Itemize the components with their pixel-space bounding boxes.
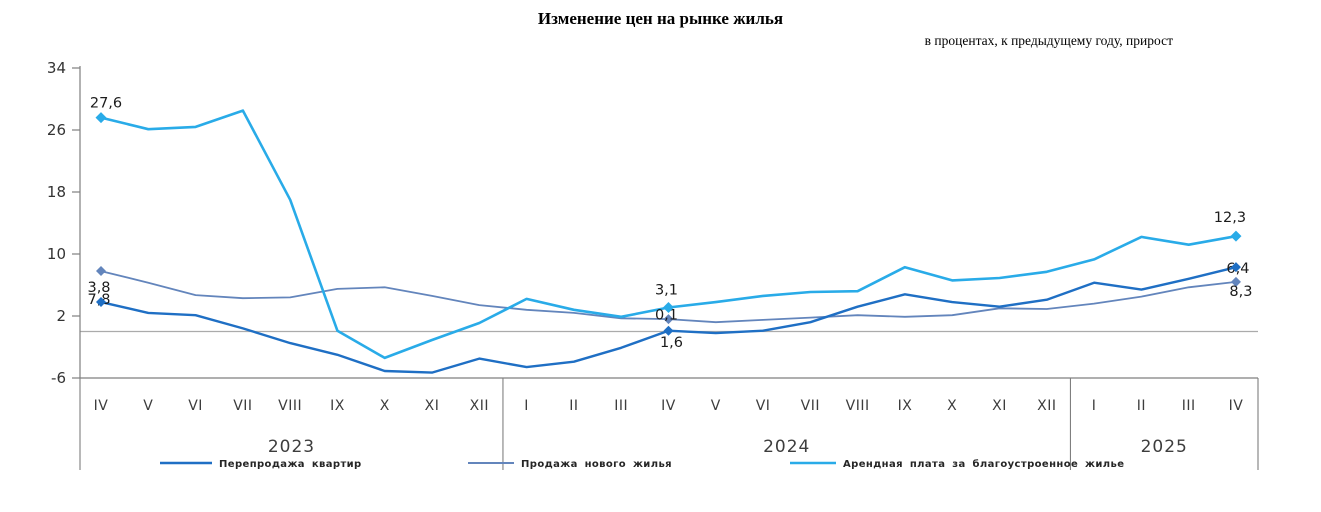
year-label: 2024 — [763, 437, 810, 457]
data-point-marker — [96, 266, 106, 277]
data-point-label: 8,3 — [1229, 284, 1252, 300]
data-point-marker — [663, 325, 674, 336]
y-tick-label: 2 — [56, 307, 66, 325]
data-point-marker — [95, 112, 107, 124]
data-point-label: 3,1 — [655, 282, 678, 298]
data-point-label: 12,3 — [1214, 210, 1246, 226]
chart-title: Изменение цен на рынке жилья — [537, 9, 784, 28]
month-label: IX — [330, 398, 345, 414]
month-label: VI — [188, 398, 203, 414]
data-point-label: 0,1 — [655, 308, 678, 324]
month-label: VII — [233, 398, 252, 414]
month-label: II — [1137, 398, 1146, 414]
month-label: IV — [94, 398, 109, 414]
month-label: V — [143, 398, 153, 414]
month-label: IV — [1229, 398, 1244, 414]
chart-subtitle: в процентах, к предыдущему году, прирост — [924, 33, 1173, 48]
data-point-marker — [1230, 262, 1241, 273]
legend-item-label: Перепродажа квартир — [219, 459, 362, 470]
month-label: V — [711, 398, 721, 414]
data-point-marker — [663, 314, 674, 325]
y-tick-label: 18 — [47, 183, 66, 201]
month-label: IX — [898, 398, 913, 414]
month-label: XII — [470, 398, 489, 414]
data-point-marker — [1230, 276, 1241, 287]
month-label: IV — [661, 398, 676, 414]
month-label: XI — [992, 398, 1007, 414]
month-label: VIII — [278, 398, 302, 414]
month-label: XII — [1037, 398, 1056, 414]
data-point-marker — [1230, 230, 1242, 242]
month-label: III — [614, 398, 628, 414]
month-label: II — [569, 398, 578, 414]
month-label: III — [1182, 398, 1196, 414]
month-label: X — [380, 398, 390, 414]
y-tick-label: 26 — [47, 121, 66, 139]
year-label: 2025 — [1141, 437, 1188, 457]
month-label: I — [1092, 398, 1097, 414]
month-label: XI — [425, 398, 440, 414]
month-label: VI — [756, 398, 771, 414]
legend-item-label: Продажа нового жилья — [521, 459, 672, 470]
data-point-label: 3,8 — [87, 280, 110, 296]
y-tick-label: 34 — [47, 59, 66, 77]
legend-item-label: Арендная плата за благоустроенное жилье — [843, 458, 1124, 470]
y-tick-label: -6 — [51, 369, 66, 387]
month-label: I — [524, 398, 529, 414]
data-point-label: 1,6 — [660, 335, 683, 351]
y-tick-label: 10 — [47, 245, 66, 263]
data-point-marker — [662, 301, 674, 313]
data-point-marker — [96, 297, 106, 308]
month-label: VII — [801, 398, 820, 414]
month-label: X — [947, 398, 957, 414]
data-point-label: 27,6 — [90, 96, 122, 112]
month-label: VIII — [846, 398, 870, 414]
year-label: 2023 — [268, 437, 315, 457]
